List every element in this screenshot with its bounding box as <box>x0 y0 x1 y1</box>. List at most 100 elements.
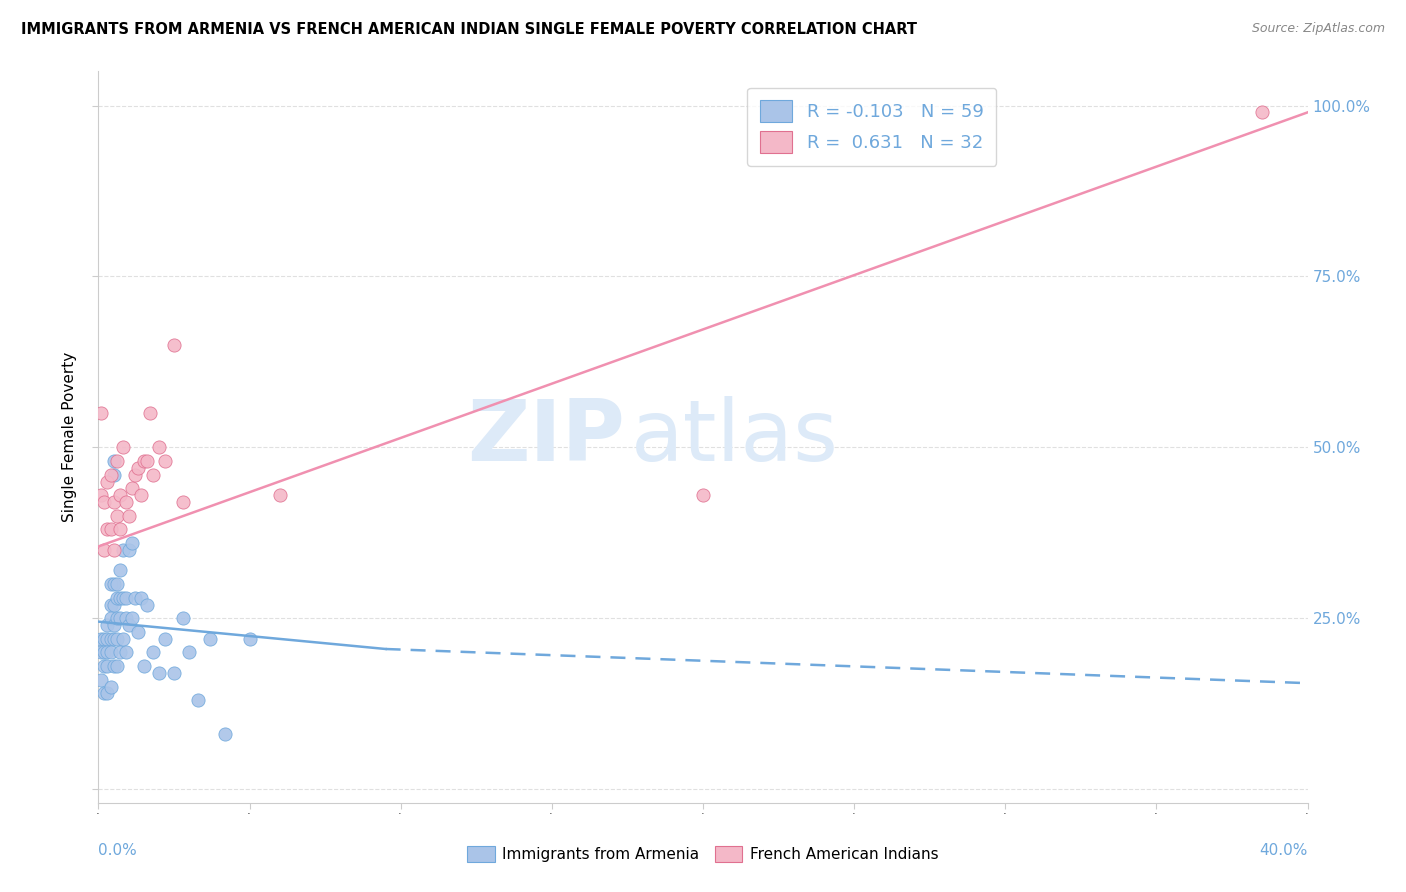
Point <box>93 542 115 557</box>
Point <box>96 522 118 536</box>
Point <box>105 611 128 625</box>
Point <box>135 598 157 612</box>
Point <box>105 454 128 468</box>
Point <box>114 495 136 509</box>
Point <box>239 632 262 646</box>
Point <box>96 686 118 700</box>
Point <box>103 659 125 673</box>
Text: Source: ZipAtlas.com: Source: ZipAtlas.com <box>1251 22 1385 36</box>
Point <box>132 659 155 673</box>
Point <box>129 591 152 605</box>
Point <box>100 577 122 591</box>
Point <box>96 645 118 659</box>
Legend: Immigrants from Armenia, French American Indians: Immigrants from Armenia, French American… <box>461 840 945 868</box>
Point <box>93 659 115 673</box>
Point <box>103 467 125 482</box>
Point <box>121 536 143 550</box>
Point <box>139 406 162 420</box>
Point <box>103 454 125 468</box>
Point <box>96 475 118 489</box>
Point <box>127 624 149 639</box>
Point <box>124 467 146 482</box>
Point <box>105 632 128 646</box>
Point <box>100 598 122 612</box>
Point <box>121 611 143 625</box>
Point <box>103 577 125 591</box>
Point <box>121 481 143 495</box>
Point <box>142 645 165 659</box>
Point <box>108 522 131 536</box>
Point <box>108 611 131 625</box>
Point <box>114 611 136 625</box>
Point <box>90 673 112 687</box>
Point <box>96 632 118 646</box>
Point <box>129 488 152 502</box>
Point <box>269 488 291 502</box>
Text: atlas: atlas <box>630 395 838 479</box>
Point <box>214 727 236 741</box>
Point <box>127 460 149 475</box>
Point <box>103 618 125 632</box>
Point <box>100 467 122 482</box>
Point <box>90 406 112 420</box>
Point <box>90 488 112 502</box>
Point <box>105 659 128 673</box>
Point <box>148 440 170 454</box>
Point <box>90 645 112 659</box>
Point <box>100 680 122 694</box>
Point <box>105 508 128 523</box>
Point <box>105 591 128 605</box>
Text: 0.0%: 0.0% <box>98 843 138 858</box>
Point <box>163 338 186 352</box>
Point <box>93 686 115 700</box>
Text: IMMIGRANTS FROM ARMENIA VS FRENCH AMERICAN INDIAN SINGLE FEMALE POVERTY CORRELAT: IMMIGRANTS FROM ARMENIA VS FRENCH AMERIC… <box>21 22 917 37</box>
Point <box>100 611 122 625</box>
Legend: R = -0.103   N = 59, R =  0.631   N = 32: R = -0.103 N = 59, R = 0.631 N = 32 <box>747 87 997 166</box>
Point <box>142 467 165 482</box>
Point <box>135 454 157 468</box>
Point <box>132 454 155 468</box>
Text: ZIP: ZIP <box>467 395 624 479</box>
Point <box>114 645 136 659</box>
Point <box>103 542 125 557</box>
Point <box>93 645 115 659</box>
Y-axis label: Single Female Poverty: Single Female Poverty <box>62 352 77 522</box>
Point <box>124 591 146 605</box>
Point <box>153 632 176 646</box>
Point <box>100 645 122 659</box>
Point <box>108 645 131 659</box>
Point <box>96 618 118 632</box>
Point <box>1251 105 1274 120</box>
Point <box>108 591 131 605</box>
Point <box>118 508 141 523</box>
Point <box>118 542 141 557</box>
Point <box>111 440 134 454</box>
Point <box>118 618 141 632</box>
Point <box>105 577 128 591</box>
Point <box>108 563 131 577</box>
Point <box>108 488 131 502</box>
Point <box>200 632 222 646</box>
Point <box>103 632 125 646</box>
Point <box>96 659 118 673</box>
Point <box>90 632 112 646</box>
Point <box>172 611 194 625</box>
Point <box>111 542 134 557</box>
Point <box>93 632 115 646</box>
Point <box>103 598 125 612</box>
Point <box>692 488 714 502</box>
Point <box>111 632 134 646</box>
Point <box>148 665 170 680</box>
Point <box>103 495 125 509</box>
Point <box>187 693 209 707</box>
Point <box>163 665 186 680</box>
Point <box>172 495 194 509</box>
Point <box>179 645 201 659</box>
Point <box>100 632 122 646</box>
Point <box>100 522 122 536</box>
Point <box>153 454 176 468</box>
Point <box>93 495 115 509</box>
Text: 40.0%: 40.0% <box>1260 843 1308 858</box>
Point <box>111 591 134 605</box>
Point <box>114 591 136 605</box>
